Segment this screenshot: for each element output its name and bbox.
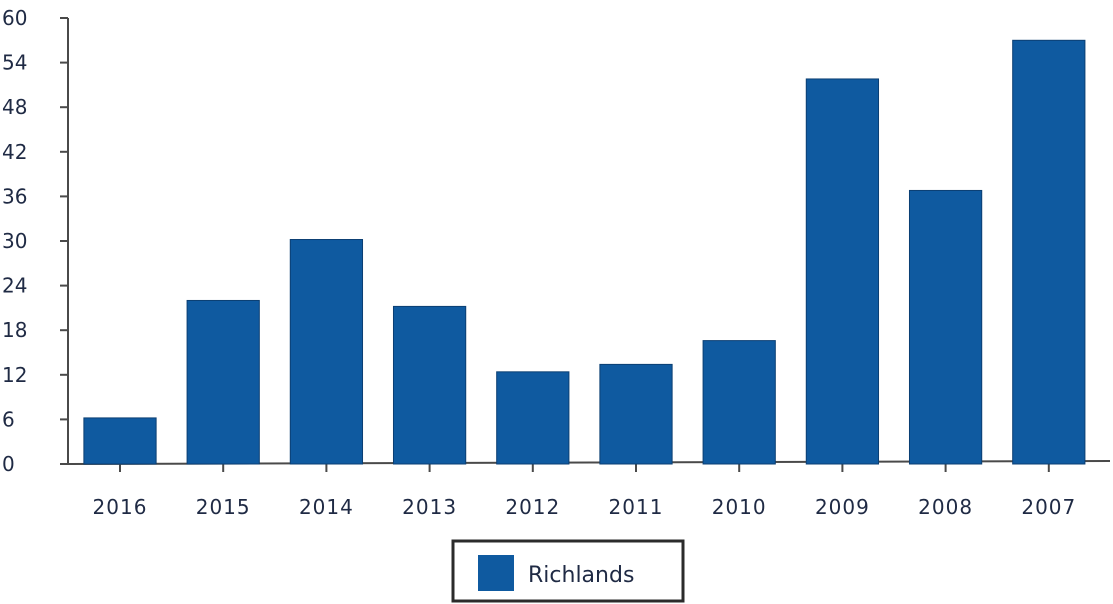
x-tick-label: 2007 <box>1021 495 1076 519</box>
y-tick-label: 18 <box>2 318 27 342</box>
x-tick-label: 2013 <box>402 495 457 519</box>
y-tick-label: 24 <box>2 274 27 298</box>
bar-2009 <box>805 78 880 465</box>
bar-2010 <box>702 340 776 465</box>
y-tick-label: 48 <box>2 95 27 119</box>
y-tick-label: 36 <box>2 184 27 208</box>
x-tick-label: 2009 <box>815 495 870 519</box>
y-tick-label: 0 <box>2 452 15 476</box>
bar-2012 <box>496 371 570 465</box>
bar-2015 <box>186 299 260 465</box>
legend: Richlands <box>451 539 685 603</box>
y-tick-label: 42 <box>2 140 27 164</box>
x-tick-label: 2015 <box>196 495 251 519</box>
y-tick-label: 6 <box>2 407 15 431</box>
y-tick-label: 60 <box>2 6 27 30</box>
bar-2007 <box>1012 39 1086 465</box>
x-axis: 2016 2015 2014 2013 2012 2011 2010 2009 2008 2007 <box>67 460 1111 519</box>
x-tick-label: 2014 <box>299 495 354 519</box>
bar-2013 <box>392 305 467 465</box>
x-tick-label: 2012 <box>505 495 560 519</box>
y-tick-label: 54 <box>2 51 27 75</box>
x-tick-label: 2010 <box>712 495 767 519</box>
y-tick-label: 12 <box>2 363 27 387</box>
x-tick-label: 2008 <box>918 495 973 519</box>
x-tick-label: 2016 <box>93 495 148 519</box>
bar-2016 <box>83 417 157 465</box>
y-axis: 0 6 12 18 24 30 36 42 48 54 60 <box>2 6 69 476</box>
legend-label: Richlands <box>528 563 634 588</box>
y-tick-label: 30 <box>2 229 27 253</box>
bar-2014 <box>289 239 364 465</box>
bar-2008 <box>908 189 983 465</box>
bar-2011 <box>599 363 673 465</box>
legend-swatch <box>478 555 514 591</box>
bars <box>83 39 1086 465</box>
x-tick-label: 2011 <box>609 495 664 519</box>
